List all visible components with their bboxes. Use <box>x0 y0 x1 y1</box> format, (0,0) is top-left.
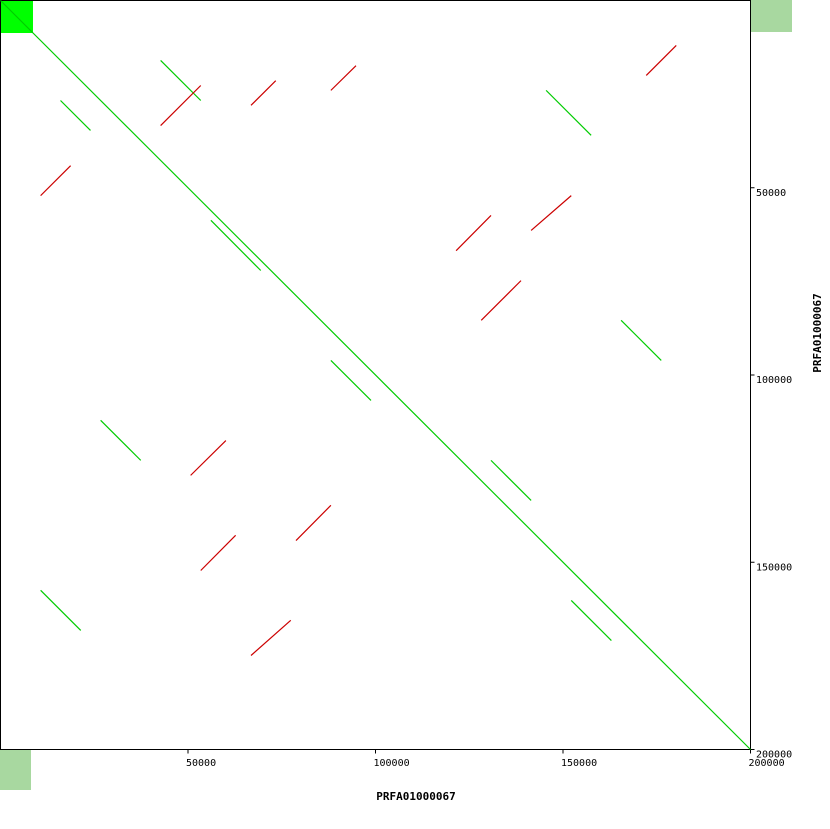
alignment-segment <box>545 89 592 136</box>
alignment-segment <box>295 504 332 541</box>
x-tick-label: 100000 <box>374 758 410 769</box>
x-tick-label: 150000 <box>561 758 597 769</box>
y-tick-label: 50000 <box>756 188 786 199</box>
alignment-segment <box>490 459 532 501</box>
alignment-segment <box>250 80 277 106</box>
alignment-segment <box>480 280 522 321</box>
y-axis-title: PRFA01000067 <box>811 293 824 372</box>
alignment-segment <box>645 45 677 76</box>
alignment-segment <box>530 195 572 231</box>
alignment-segment <box>250 619 292 656</box>
alignment-segment <box>190 440 227 476</box>
corner-box <box>0 750 31 790</box>
alignment-segment <box>0 0 751 750</box>
alignment-segment <box>40 165 72 197</box>
alignment-segment <box>455 215 492 252</box>
corner-box <box>751 0 792 32</box>
alignment-segment <box>330 359 372 401</box>
x-tick-label: 200000 <box>749 758 785 769</box>
y-tick-label: 100000 <box>756 375 792 386</box>
alignment-segment <box>330 65 357 91</box>
alignment-segment <box>570 600 612 641</box>
alignment-segment <box>160 85 202 127</box>
alignment-segment <box>40 589 82 631</box>
y-tick-label: 200000 <box>756 750 792 761</box>
alignment-segment <box>100 419 142 461</box>
x-tick-label: 50000 <box>186 758 216 769</box>
alignment-segment <box>210 219 262 271</box>
alignment-segment <box>60 100 91 131</box>
alignment-segment <box>160 59 202 101</box>
alignment-segment <box>200 534 237 571</box>
x-axis-title: PRFA01000067 <box>376 790 455 803</box>
alignment-segment <box>620 319 662 361</box>
y-tick-label: 150000 <box>756 562 792 573</box>
